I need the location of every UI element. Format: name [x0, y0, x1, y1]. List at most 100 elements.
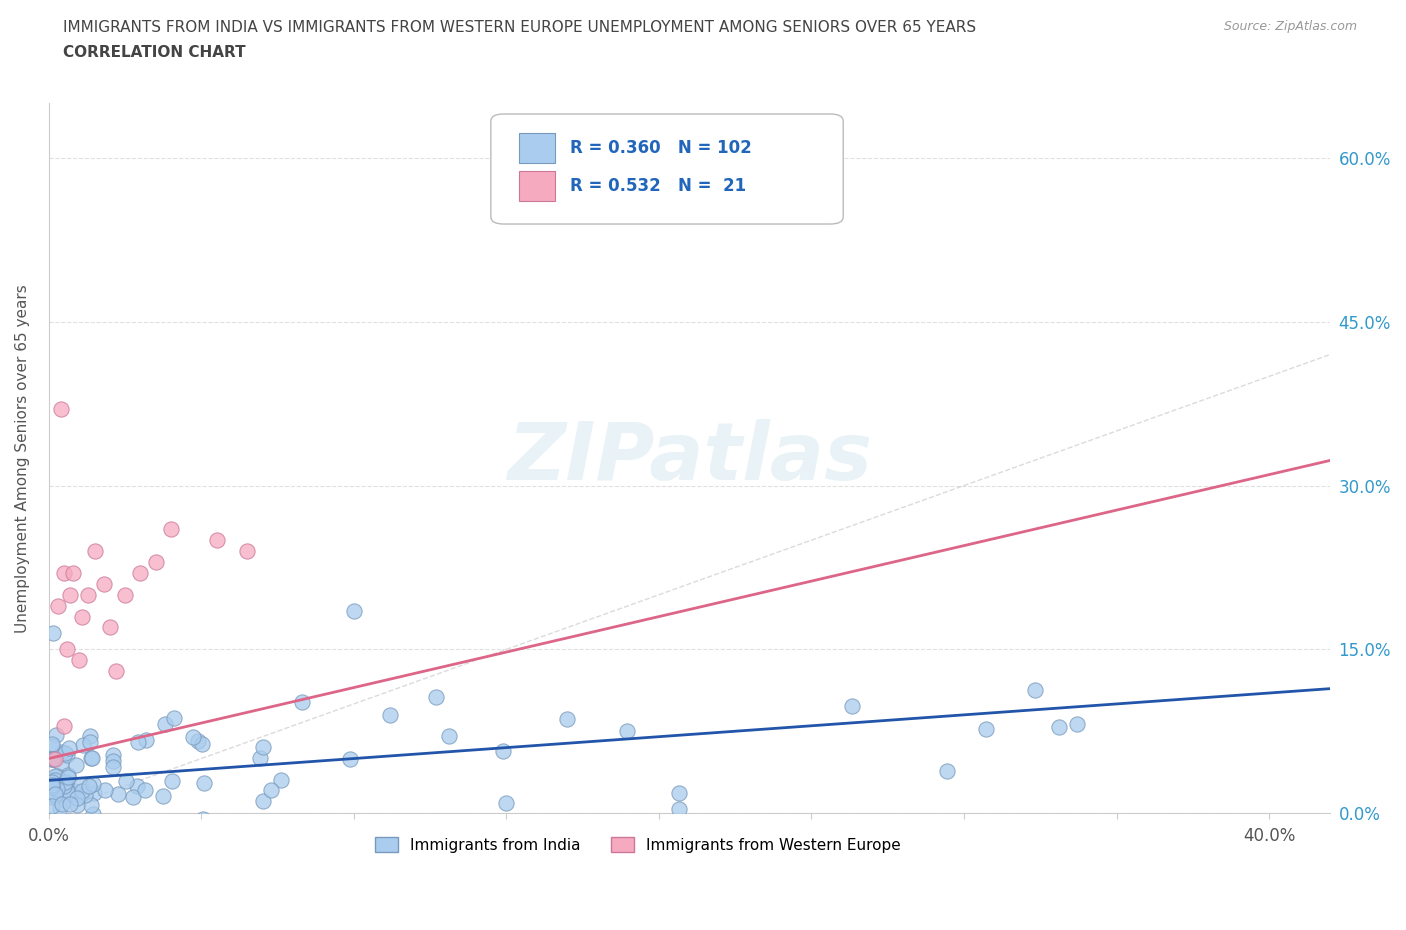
Point [104, 664, 127, 679]
Point [53, 565, 76, 580]
Point [41, 774, 63, 789]
Point [79, 735, 101, 750]
FancyBboxPatch shape [519, 133, 555, 163]
Point [41, 751, 63, 766]
Point [162, 773, 184, 788]
Point [65, 757, 87, 772]
Point [103, 760, 125, 775]
Point [72, 609, 94, 624]
Point [41, 751, 63, 766]
Point [56, 768, 79, 783]
Point [45, 782, 67, 797]
Point [555, 711, 578, 726]
Legend: Immigrants from India, Immigrants from Western Europe: Immigrants from India, Immigrants from W… [368, 830, 907, 858]
Point [127, 735, 149, 750]
Point [79, 729, 101, 744]
Point [41, 799, 63, 814]
Point [93, 577, 115, 591]
Point [41, 817, 63, 831]
Point [129, 565, 152, 580]
Point [80, 751, 103, 766]
Point [70, 777, 93, 792]
Point [51, 797, 73, 812]
Text: IMMIGRANTS FROM INDIA VS IMMIGRANTS FROM WESTERN EUROPE UNEMPLOYMENT AMONG SENIO: IMMIGRANTS FROM INDIA VS IMMIGRANTS FROM… [63, 20, 976, 35]
Point [44, 773, 66, 788]
Point [53, 745, 76, 760]
Point [41, 777, 63, 792]
Point [48, 821, 70, 836]
Point [425, 690, 447, 705]
Point [976, 722, 998, 737]
Point [252, 740, 274, 755]
Point [58, 785, 80, 800]
Point [1024, 682, 1046, 697]
Text: R = 0.360   N = 102: R = 0.360 N = 102 [571, 140, 752, 157]
Point [127, 778, 149, 793]
Point [159, 522, 181, 537]
Point [495, 796, 517, 811]
Point [55, 777, 77, 791]
Point [83, 786, 105, 801]
Point [62, 783, 84, 798]
Point [65, 790, 87, 805]
Point [187, 734, 209, 749]
Point [437, 728, 460, 743]
Point [45, 728, 67, 743]
Point [49, 756, 72, 771]
Point [80, 797, 103, 812]
Point [193, 776, 215, 790]
Point [492, 743, 515, 758]
Point [236, 544, 259, 559]
Point [205, 533, 228, 548]
Point [77, 588, 100, 603]
Point [44, 768, 66, 783]
Point [93, 783, 115, 798]
Point [616, 724, 638, 739]
Point [41, 737, 63, 751]
FancyBboxPatch shape [491, 114, 844, 224]
Point [270, 773, 292, 788]
Point [152, 789, 174, 804]
Point [103, 748, 125, 763]
Point [56, 787, 79, 802]
Point [291, 695, 314, 710]
Point [115, 773, 138, 788]
Point [44, 789, 66, 804]
Y-axis label: Unemployment Among Seniors over 65 years: Unemployment Among Seniors over 65 years [15, 284, 30, 632]
Point [41, 790, 63, 804]
Point [1066, 716, 1088, 731]
Point [63, 787, 86, 802]
Point [134, 782, 156, 797]
Point [153, 717, 176, 732]
Point [114, 818, 136, 833]
Point [259, 782, 281, 797]
Point [343, 604, 366, 618]
Point [107, 786, 129, 801]
Point [1047, 720, 1070, 735]
Text: R = 0.532   N =  21: R = 0.532 N = 21 [571, 178, 747, 195]
Point [82, 777, 104, 791]
Point [56, 748, 79, 763]
Point [191, 736, 214, 751]
Point [46, 782, 69, 797]
Point [841, 698, 863, 713]
Point [193, 812, 215, 827]
Point [83, 544, 105, 559]
Point [41, 739, 63, 754]
Point [135, 733, 157, 748]
Point [46, 768, 69, 783]
Point [77, 822, 100, 837]
Point [58, 740, 80, 755]
Point [59, 797, 82, 812]
Point [66, 797, 89, 812]
Point [49, 402, 72, 417]
Point [53, 778, 76, 793]
Point [44, 781, 66, 796]
Point [668, 802, 690, 817]
Point [42, 626, 65, 641]
Point [145, 554, 167, 569]
Point [44, 787, 66, 802]
Point [56, 642, 79, 657]
Point [46, 598, 69, 613]
Point [41, 751, 63, 766]
